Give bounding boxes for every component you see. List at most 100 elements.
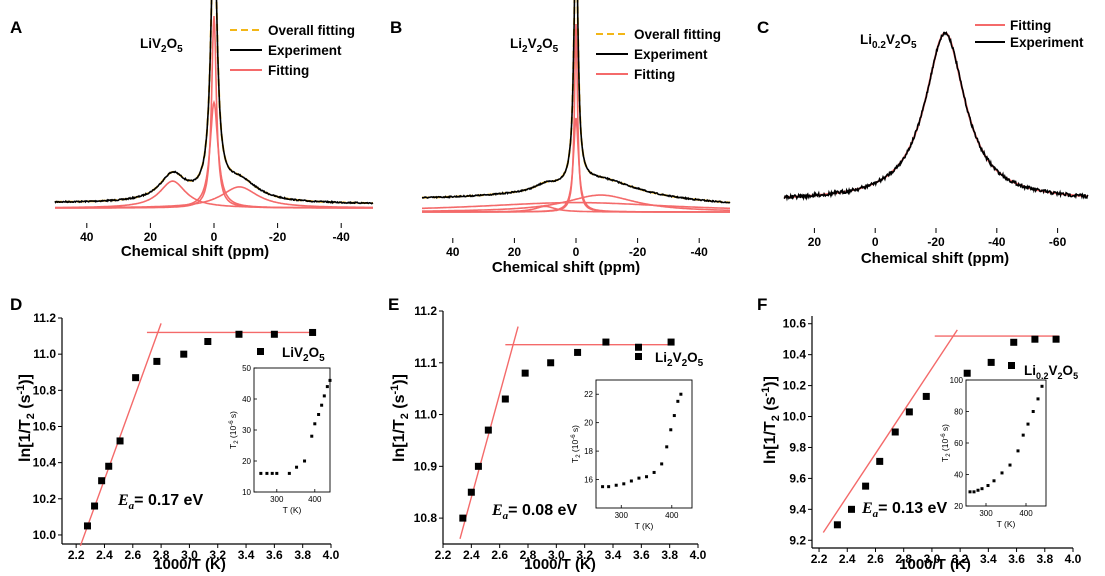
data-point [204, 338, 212, 346]
x-axis-label: 1000/T (K) [899, 556, 971, 573]
x-tick-label: 3.0 [548, 548, 565, 562]
inset-data-point [676, 399, 680, 403]
x-tick-label: 2.4 [96, 548, 113, 562]
inset-y-tick-label: 20 [242, 457, 251, 466]
x-axis-label: Chemical shift (ppm) [861, 250, 1009, 267]
y-axis-label: ln[1/T2 (s-1)] [760, 376, 782, 464]
y-tick-label: 9.2 [789, 533, 806, 547]
inset-data-point [972, 490, 976, 494]
inset-data-point [645, 475, 649, 479]
x-tick-label: 3.8 [661, 548, 678, 562]
inset-data-point [325, 385, 329, 389]
fitting-curves [422, 23, 730, 213]
inset-data-point [1036, 397, 1040, 401]
inset-data-point [669, 428, 673, 432]
inset-data-point [637, 476, 641, 480]
data-point [635, 343, 642, 351]
inset-y-tick-label: 20 [954, 502, 963, 511]
x-tick-label: 4.0 [1065, 552, 1082, 566]
x-tick-label: 4.0 [690, 548, 707, 562]
inset-data-point [259, 471, 263, 475]
panel-letter-d: D [10, 295, 22, 314]
data-point [987, 358, 995, 366]
x-axis: 40 20 0 -20 -40 [446, 238, 708, 259]
data-points [833, 335, 1060, 529]
inset-y-tick-label: 100 [950, 376, 964, 385]
x-tick-label: 3.6 [633, 548, 650, 562]
x-tick-label: 3.8 [294, 548, 311, 562]
y-tick-label: 10.0 [33, 528, 57, 542]
legend-experiment-label: Experiment [1010, 35, 1084, 50]
inset-data-point [672, 414, 676, 418]
activation-energy: Ea= 0.17 eV [117, 492, 203, 512]
legend-fitting-label: Fitting [268, 63, 309, 78]
panel-letter-c: C [757, 18, 769, 37]
inset-data-point [980, 487, 984, 491]
inset-data-point [320, 403, 324, 407]
y-tick-label: 10.6 [783, 317, 807, 331]
inset-data-point [310, 434, 314, 438]
inset-y-tick-label: 40 [954, 471, 963, 480]
legend-overall-label: Overall fitting [268, 23, 355, 38]
x-tick-label: -20 [927, 235, 945, 249]
legend: Fitting Experiment [975, 18, 1084, 50]
inset-x-label: T (K) [283, 505, 302, 515]
y-tick-label: 11.0 [33, 347, 56, 361]
axes: 2.2 2.4 2.6 2.8 3.0 3.2 3.4 3.6 3.8 4.0 9.2 9.4 9.6 9… [783, 316, 1082, 566]
fitting-component-3 [422, 205, 730, 213]
y-tick-label: 9.8 [789, 440, 806, 454]
x-tick-label: -40 [691, 245, 709, 259]
inset-data-point [614, 483, 618, 487]
experiment-curve [783, 31, 1089, 202]
arrhenius-panel-e: 2.2 2.4 2.6 2.8 3.0 3.2 3.4 3.6 3.8 4.0 10.8 10.9 11… [389, 304, 707, 573]
arrhenius-fit-line [822, 329, 958, 533]
inset-y-tick-label: 16 [584, 476, 593, 485]
inset-y-label: T2 (10-6 s) [228, 411, 240, 449]
x-tick-label: 3.6 [266, 548, 283, 562]
inset-y-tick-label: 20 [584, 419, 593, 428]
x-tick-label: 20 [144, 230, 158, 244]
inset-data-point [652, 470, 656, 474]
inset-data-point [1016, 449, 1020, 453]
x-tick-label: -20 [269, 230, 287, 244]
fitting-component-3 [55, 186, 373, 209]
y-axis-label: ln[1/T2 (s-1)] [15, 374, 37, 462]
x-tick-label: 40 [80, 230, 94, 244]
x-tick-label: 2.4 [839, 552, 856, 566]
inset-frame [595, 379, 693, 509]
x-tick-label: 3.2 [576, 548, 593, 562]
inset-x-tick-label: 400 [308, 495, 322, 504]
inset-data-point [1026, 422, 1030, 426]
data-point [602, 338, 610, 346]
fitting-curve [783, 31, 1089, 199]
data-point [667, 338, 675, 346]
data-point [132, 374, 140, 382]
x-axis-label: Chemical shift (ppm) [492, 259, 640, 276]
data-point [521, 369, 529, 377]
y-tick-label: 10.0 [783, 410, 807, 424]
inset-data-point [976, 488, 980, 492]
y-tick-label: 11.0 [414, 408, 437, 422]
arrhenius-panel-d: 2.2 2.4 2.6 2.8 3.0 3.2 3.4 3.6 3.8 4.0 10.0 10.2 10… [15, 311, 340, 573]
y-tick-label: 11.1 [414, 356, 437, 370]
x-tick-label: -20 [629, 245, 647, 259]
inset-data-point [1021, 433, 1025, 437]
inset-data-point [265, 471, 269, 475]
legend-marker [1008, 362, 1015, 369]
inset-data-point [660, 462, 664, 466]
x-axis: 20 0 -20 -40 -60 [808, 228, 1067, 249]
legend-overall-label: Overall fitting [634, 27, 721, 42]
data-points [83, 328, 317, 530]
legend-fitting-label: Fitting [634, 67, 675, 82]
y-tick-label: 10.2 [33, 492, 57, 506]
x-tick-label: 2.8 [153, 548, 170, 562]
inset-y-tick-label: 18 [584, 447, 593, 456]
inset-data-point [1040, 384, 1044, 388]
inset-x-tick-label: 300 [615, 511, 629, 520]
inset-data-point [622, 482, 626, 486]
y-tick-label: 10.8 [33, 383, 57, 397]
data-point [501, 395, 509, 403]
data-point [833, 521, 841, 529]
fitting-component-2 [55, 180, 373, 209]
activation-energy: Ea= 0.08 eV [491, 502, 577, 522]
